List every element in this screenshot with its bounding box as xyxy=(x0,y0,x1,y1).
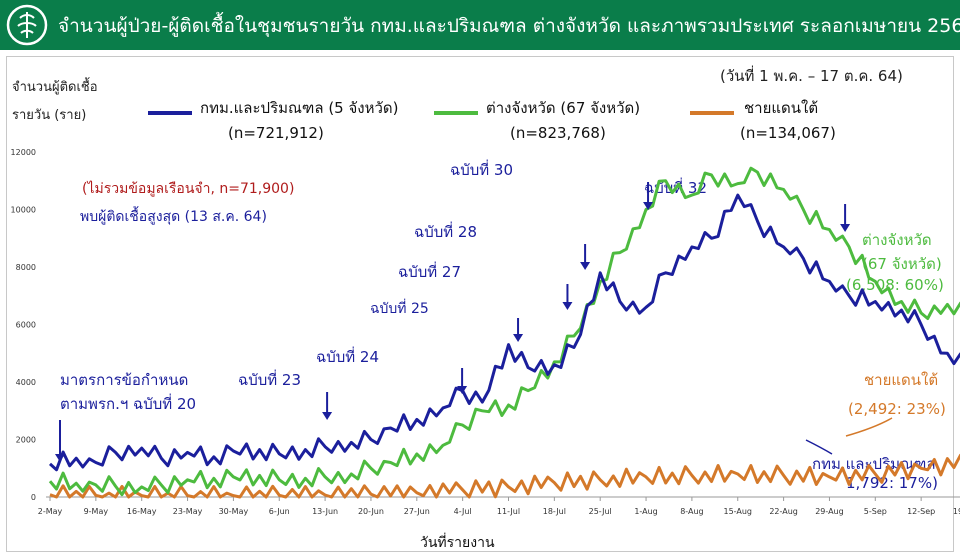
arrow-decree-30-head xyxy=(643,202,654,210)
date-range: (วันที่ 1 พ.ค. – 17 ต.ค. 64) xyxy=(720,67,903,85)
x-axis-label: วันที่รายงาน xyxy=(420,535,495,551)
end-label-prov-line2: (67 จังหวัด) xyxy=(862,255,942,273)
x-tick-label: 4-Jul xyxy=(454,507,472,516)
chart-frame xyxy=(6,56,954,552)
annotation-decree-25: ฉบับที่ 25 xyxy=(370,301,429,317)
end-label-prov-line1: ต่างจังหวัด xyxy=(862,231,932,249)
x-tick-label: 9-May xyxy=(84,507,109,516)
legend-n-bkk: (n=721,912) xyxy=(228,124,324,142)
y-tick-label: 12000 xyxy=(11,148,36,157)
note-peak: พบผู้ติดเชื้อสูงสุด (13 ส.ค. 64) xyxy=(80,209,267,225)
annotation-decree-23: ฉบับที่ 23 xyxy=(238,371,302,389)
y-tick-label: 2000 xyxy=(16,436,36,445)
x-tick-label: 8-Aug xyxy=(680,507,703,516)
x-tick-label: 25-Jul xyxy=(589,507,612,516)
moph-logo-icon xyxy=(6,4,48,46)
x-tick-label: 29-Aug xyxy=(815,507,844,516)
x-tick-label: 12-Sep xyxy=(907,507,935,516)
x-tick-label: 20-Jun xyxy=(358,507,384,516)
series-line-prov xyxy=(48,166,960,497)
arrow-decree-23-head xyxy=(322,412,333,420)
annotation-decree-27: ฉบับที่ 27 xyxy=(398,263,462,281)
leader-bkk xyxy=(805,439,833,455)
note-excluded: (ไม่รวมข้อมูลเรือนจำ, n=71,900) xyxy=(82,181,295,197)
annotation-decree-28: ฉบับที่ 28 xyxy=(414,223,478,241)
y-axis-label-line2: รายวัน (ราย) xyxy=(12,108,87,123)
series-line-bkk xyxy=(48,193,960,472)
x-tick-label: 1-Aug xyxy=(634,507,657,516)
x-tick-label: 13-Jun xyxy=(312,507,338,516)
x-tick-label: 23-May xyxy=(173,507,203,516)
arrow-decree-24-head xyxy=(457,386,468,394)
annotation-decree-20-line2: ตามพรก.ฯ ฉบับที่ 20 xyxy=(60,395,197,413)
y-tick-label: 4000 xyxy=(16,378,36,387)
x-tick-label: 5-Sep xyxy=(864,507,887,516)
end-label-prov-line3: (6,508: 60%) xyxy=(846,276,944,294)
legend-label-bkk: กทม.และปริมณฑล (5 จังหวัด) xyxy=(200,99,399,117)
annotation-decree-24: ฉบับที่ 24 xyxy=(316,348,380,366)
arrow-decree-32-head xyxy=(840,224,851,232)
y-axis-label-line1: จำนวนผู้ติดเชื้อ xyxy=(12,80,98,95)
y-tick-label: 6000 xyxy=(16,321,36,330)
x-tick-label: 19-Sep xyxy=(953,507,960,516)
y-tick-label: 0 xyxy=(31,493,36,502)
x-tick-label: 2-May xyxy=(38,507,63,516)
end-label-south-line1: ชายแดนใต้ xyxy=(864,371,939,389)
x-tick-label: 16-May xyxy=(127,507,157,516)
x-tick-label: 22-Aug xyxy=(769,507,798,516)
x-tick-label: 15-Aug xyxy=(723,507,752,516)
x-tick-label: 30-May xyxy=(219,507,249,516)
legend-label-prov: ต่างจังหวัด (67 จังหวัด) xyxy=(486,99,641,117)
legend-label-south: ชายแดนใต้ xyxy=(744,99,819,117)
arrow-decree-28-head xyxy=(580,262,591,270)
y-tick-label: 8000 xyxy=(16,263,36,272)
page-title: จำนวนผู้ป่วย-ผู้ติดเชื้อในชุมชนรายวัน กท… xyxy=(58,15,960,37)
arrow-decree-27-head xyxy=(562,302,573,310)
y-tick-label: 10000 xyxy=(11,206,36,215)
x-tick-label: 27-Jun xyxy=(404,507,430,516)
leader-south xyxy=(845,417,893,437)
x-tick-label: 6-Jun xyxy=(269,507,290,516)
header-bar: จำนวนผู้ป่วย-ผู้ติดเชื้อในชุมชนรายวัน กท… xyxy=(0,0,960,50)
legend-n-prov: (n=823,768) xyxy=(510,124,606,142)
series-line-south xyxy=(49,453,960,499)
legend-n-south: (n=134,067) xyxy=(740,124,836,142)
arrow-decree-25-head xyxy=(513,334,524,342)
arrow-decree-20-head xyxy=(55,454,65,462)
end-label-south-line2: (2,492: 23%) xyxy=(848,400,946,418)
end-label-bkk-line2: 1,792: 17%) xyxy=(846,474,938,492)
x-tick-label: 18-Jul xyxy=(543,507,566,516)
annotation-decree-30: ฉบับที่ 30 xyxy=(450,161,514,179)
x-tick-label: 11-Jul xyxy=(497,507,520,516)
annotation-decree-20-line1: มาตรการข้อกำหนด xyxy=(60,371,189,389)
